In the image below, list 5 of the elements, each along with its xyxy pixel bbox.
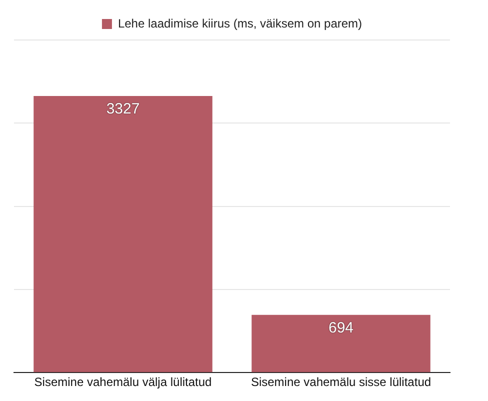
x-tick-label: Sisemine vahemälu välja lülitatud (34, 375, 212, 390)
legend-label: Lehe laadimise kiirus (ms, väiksem on parem) (118, 16, 362, 30)
x-tick-label: Sisemine vahemälu sisse lülitatud (250, 375, 432, 390)
data-label: 694 (328, 320, 354, 337)
data-label: 3327 (106, 100, 140, 118)
